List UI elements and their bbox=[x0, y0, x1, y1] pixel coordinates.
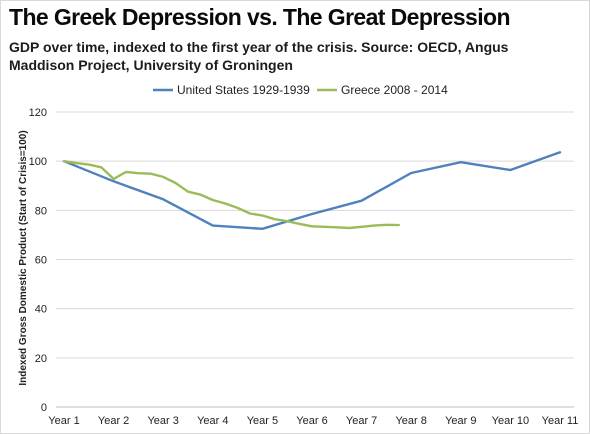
legend: United States 1929-1939 Greece 2008 - 201… bbox=[153, 83, 448, 97]
series-lines bbox=[62, 151, 562, 231]
y-tick-label: 80 bbox=[35, 205, 47, 217]
y-tick-label: 100 bbox=[29, 156, 47, 168]
y-tick-label: 20 bbox=[35, 353, 47, 365]
y-axis-label: Indexed Gross Domestic Product (Start of… bbox=[18, 130, 29, 385]
x-tick-label: Year 9 bbox=[445, 415, 476, 427]
y-tick-label: 60 bbox=[35, 255, 47, 267]
y-axis-ticks: 0 20 40 60 80 100 120 bbox=[29, 107, 47, 414]
x-tick-label: Year 2 bbox=[98, 415, 129, 427]
y-tick-label: 120 bbox=[29, 107, 47, 119]
chart-subtitle: GDP over time, indexed to the first year… bbox=[9, 39, 509, 73]
chart-title: The Greek Depression vs. The Great Depre… bbox=[9, 4, 511, 30]
x-tick-label: Year 1 bbox=[48, 415, 79, 427]
x-tick-label: Year 3 bbox=[147, 415, 178, 427]
y-tick-label: 40 bbox=[35, 304, 47, 316]
series-line-united-states bbox=[62, 151, 562, 231]
x-tick-label: Year 11 bbox=[542, 415, 579, 427]
y-tick-label: 0 bbox=[41, 402, 47, 414]
x-tick-label: Year 8 bbox=[395, 415, 426, 427]
x-tick-label: Year 5 bbox=[247, 415, 278, 427]
series-line-greece bbox=[62, 159, 400, 230]
gridlines bbox=[56, 111, 574, 359]
x-tick-label: Year 10 bbox=[492, 415, 530, 427]
x-axis-ticks: Year 1 Year 2 Year 3 Year 4 Year 5 Year 6 Year… bbox=[48, 415, 578, 427]
legend-label: Greece 2008 - 2014 bbox=[341, 83, 448, 97]
x-tick-label: Year 7 bbox=[346, 415, 377, 427]
x-tick-label: Year 6 bbox=[296, 415, 327, 427]
x-tick-label: Year 4 bbox=[197, 415, 228, 427]
legend-label: United States 1929-1939 bbox=[177, 83, 310, 97]
